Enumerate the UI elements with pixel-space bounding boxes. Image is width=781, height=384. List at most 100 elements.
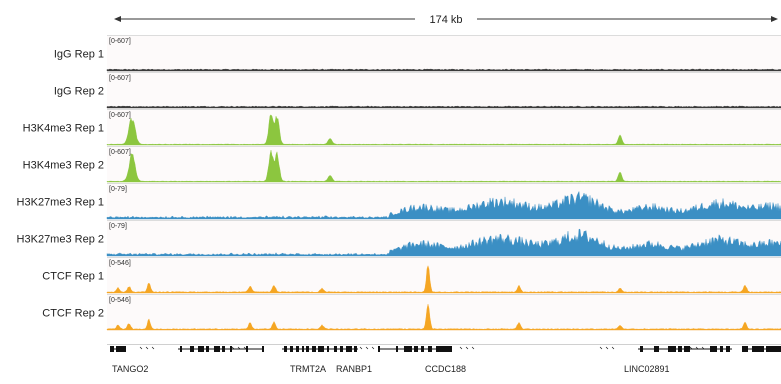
strand-arrow-icon [151,346,155,350]
ruler-arrow-right-icon [771,16,778,22]
gene-exon [720,346,723,352]
strand-arrow-icon [689,346,693,350]
track-row: CTCF Rep 2 [0-546] [42,294,781,331]
gene-label: RANBP1 [336,364,372,374]
gene-exon [284,346,287,352]
strand-arrow-icon [605,346,609,350]
track-background [107,35,781,72]
gene-label: TANGO2 [112,364,148,374]
strand-arrow-icon [359,346,363,350]
track-data-range: [0-607] [109,149,131,156]
track-row: CTCF Rep 1 [0-546] [42,257,781,294]
track-row: H3K4me3 Rep 2 [0-607] [23,146,781,183]
coverage-signal [106,114,781,146]
gene-exon [678,346,682,352]
gene-exon [414,346,418,352]
track-background [107,109,781,146]
track-label: H3K4me3 Rep 1 [23,123,104,135]
track-data-range: [0-79] [109,186,127,193]
coverage-signal [106,265,781,294]
gene-exon [742,346,748,352]
track-data-range: [0-607] [109,112,131,119]
coverage-signal [106,105,781,109]
coverage-signal [106,304,781,331]
gene-exon [378,346,380,352]
track-label: CTCF Rep 1 [42,271,104,283]
coverage-signal [106,68,781,72]
gene-exon [110,346,114,352]
track-label: H3K27me3 Rep 1 [17,197,104,209]
tracks: IgG Rep 1[0-607]IgG Rep 2[0-607]H3K4me3 … [17,35,781,331]
gene-exon [654,346,659,352]
strand-arrow-icon [145,346,149,350]
scale-label: 174 kb [429,14,462,26]
gene-exon [198,346,204,352]
strand-arrow-icon [237,346,241,350]
gene-exon [318,346,324,352]
gene-exon [230,346,232,352]
gene-exon [752,346,764,352]
track-background [107,257,781,294]
gene-exon [214,346,220,352]
track-background [107,146,781,183]
gene-exon [428,346,432,352]
track-row: IgG Rep 2 [0-607] [54,72,781,109]
track-label: IgG Rep 2 [54,86,104,98]
gene-exon [190,346,194,352]
gene-exon [436,346,444,352]
gene-exon [246,346,248,352]
strand-arrow-icon [371,346,375,350]
track-row: H3K4me3 Rep 1 [0-607] [23,109,781,146]
track-data-range: [0-607] [109,75,131,82]
gene-exon [640,346,643,352]
gene-label: LINC02891 [624,364,670,374]
ruler-arrow-left-icon [114,16,121,22]
gene-exon [206,346,209,352]
gene-exon [404,346,412,352]
strand-arrow-icon [459,346,463,350]
gene-exon [340,346,343,352]
track-data-range: [0-546] [109,297,131,304]
scale-ruler: 174 kb [114,14,778,26]
track-label: CTCF Rep 2 [42,308,104,320]
gene-exon [346,346,352,352]
gene-exon [327,346,329,352]
gene-exon [354,346,357,352]
track-label: H3K27me3 Rep 2 [17,234,104,246]
strand-arrow-icon [599,346,603,350]
gene-exon [710,346,717,352]
gene-exon [684,346,690,352]
track-row: IgG Rep 1 [0-607] [54,35,781,72]
coverage-signal [106,190,781,220]
gene-exon [306,346,309,352]
strand-arrow-icon [701,346,705,350]
coverage-signal [106,150,781,183]
gene-annotation-track: TANGO2 TRMT2A RANBP1 CCDC188 LINC02891 [107,344,781,374]
gene-exon [312,346,316,352]
track-background [107,294,781,331]
gene-exon [766,346,781,352]
gene-exon [302,346,304,352]
gene-exon [116,346,126,352]
strand-arrow-icon [365,346,369,350]
track-data-range: [0-79] [109,223,127,230]
gene-label: TRMT2A [290,364,326,374]
gene-exon [396,346,398,352]
track-data-range: [0-546] [109,260,131,267]
strand-arrow-icon [243,346,247,350]
gene-exon [444,346,452,352]
gene-exon [421,346,424,352]
strand-arrow-icon [465,346,469,350]
strand-arrow-icon [471,346,475,350]
gene-exon [334,346,337,352]
track-row: H3K27me3 Rep 1 [0-79] [17,183,781,220]
track-data-range: [0-607] [109,38,131,45]
gene-label: CCDC188 [425,364,466,374]
track-background [107,72,781,109]
gene-exon [726,346,730,352]
strand-arrow-icon [139,346,143,350]
gene-exon [296,346,299,352]
gene-exon [262,346,264,352]
gene-exon [222,346,225,352]
